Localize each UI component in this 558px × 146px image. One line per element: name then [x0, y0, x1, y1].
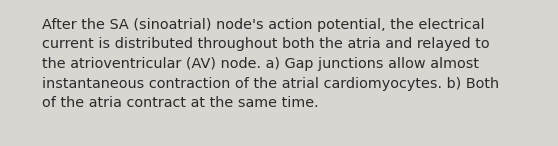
Text: After the SA (sinoatrial) node's action potential, the electrical
current is dis: After the SA (sinoatrial) node's action …	[42, 18, 499, 110]
